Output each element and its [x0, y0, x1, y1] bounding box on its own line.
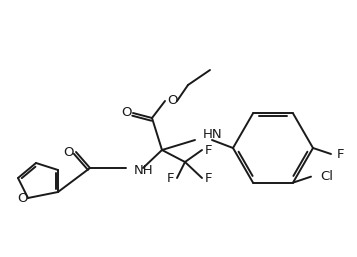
Text: NH: NH — [134, 163, 154, 177]
Text: F: F — [166, 171, 174, 185]
Text: F: F — [204, 143, 212, 157]
Text: F: F — [337, 148, 345, 161]
Text: O: O — [64, 145, 74, 159]
Text: F: F — [204, 171, 212, 185]
Text: HN: HN — [203, 128, 223, 142]
Text: Cl: Cl — [320, 170, 333, 183]
Text: O: O — [17, 191, 27, 205]
Text: O: O — [167, 95, 177, 107]
Text: O: O — [121, 106, 131, 120]
